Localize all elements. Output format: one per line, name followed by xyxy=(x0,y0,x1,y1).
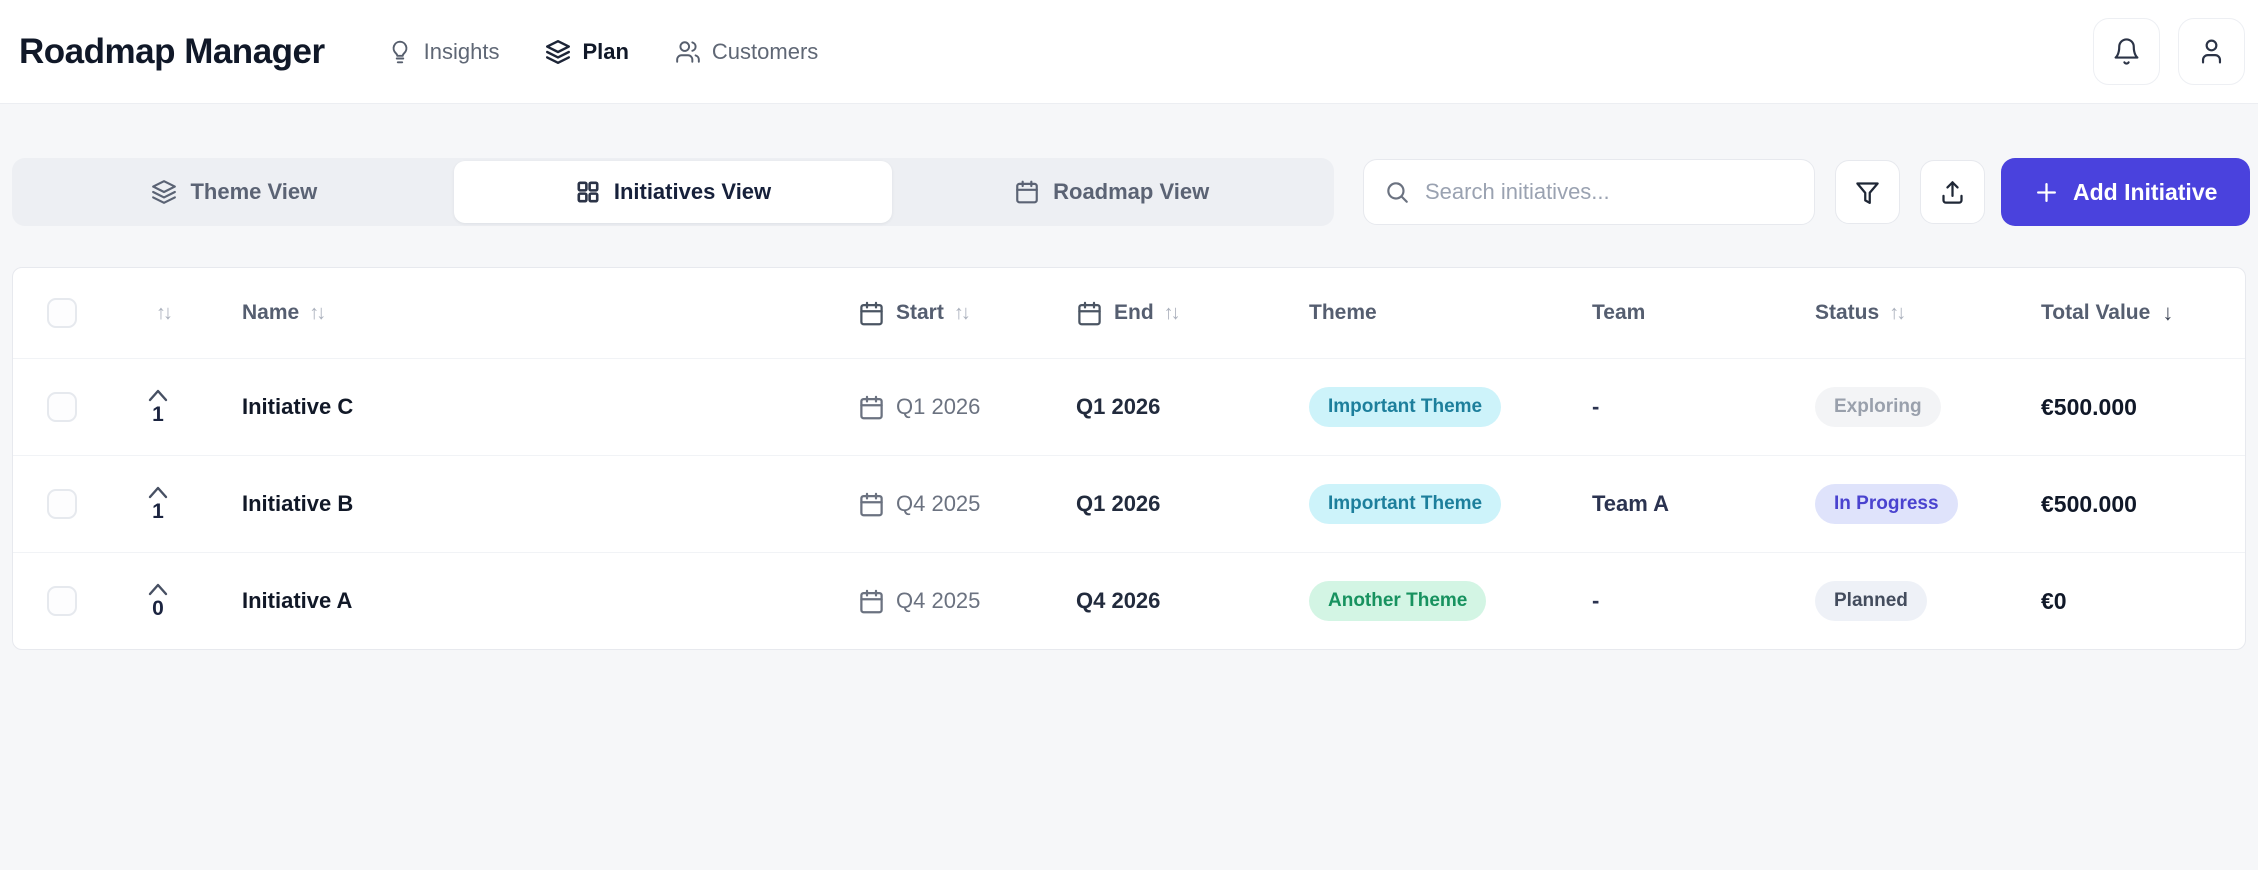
column-header-total-value[interactable]: Total Value ↓ xyxy=(2041,300,2174,325)
tab-initiatives-view[interactable]: Initiatives View xyxy=(453,161,893,223)
end-value: Q4 2026 xyxy=(1076,588,1161,613)
view-switcher: Theme View Initiatives View Roadmap View xyxy=(12,158,1334,226)
team-value: - xyxy=(1592,588,1600,613)
theme-badge: Important Theme xyxy=(1309,484,1502,524)
select-all-checkbox[interactable] xyxy=(47,298,77,328)
column-header-name[interactable]: Name ↑↓ xyxy=(242,301,326,324)
filter-icon xyxy=(1854,179,1881,206)
app-title: Roadmap Manager xyxy=(19,31,325,71)
tab-theme-view[interactable]: Theme View xyxy=(15,161,454,223)
team-value: - xyxy=(1592,394,1600,419)
main-nav: Insights Plan Customers xyxy=(387,38,818,65)
calendar-icon xyxy=(1014,179,1040,205)
start-cell: Q4 2025 xyxy=(858,588,1076,615)
column-header-status[interactable]: Status ↑↓ xyxy=(1815,301,1906,324)
calendar-icon xyxy=(1076,300,1103,327)
nav-label: Plan xyxy=(582,38,629,64)
upvote-button[interactable] xyxy=(146,388,170,402)
nav-item-plan[interactable]: Plan xyxy=(545,38,629,65)
add-initiative-button[interactable]: Add Initiative xyxy=(2001,158,2251,226)
row-checkbox[interactable] xyxy=(47,586,77,616)
notifications-button[interactable] xyxy=(2093,18,2160,85)
table-row[interactable]: 1 Initiative B Q4 2025 Q1 2026 Important… xyxy=(13,455,2245,552)
profile-button[interactable] xyxy=(2178,18,2245,85)
header-actions xyxy=(2093,18,2245,85)
vote-count: 1 xyxy=(152,402,164,426)
table-header-row: ↑↓ Name ↑↓ Start ↑↓ End ↑↓ Theme Team St… xyxy=(13,268,2245,358)
tab-roadmap-view[interactable]: Roadmap View xyxy=(892,161,1331,223)
status-badge: In Progress xyxy=(1815,484,1958,524)
column-header-start[interactable]: Start ↑↓ xyxy=(858,300,1076,327)
tab-label: Initiatives View xyxy=(613,179,772,204)
column-header-team: Team xyxy=(1592,301,1646,324)
upload-icon xyxy=(1939,179,1966,206)
end-value: Q1 2026 xyxy=(1076,394,1161,419)
user-icon xyxy=(2197,37,2226,66)
filter-button[interactable] xyxy=(1835,160,1900,224)
table-row[interactable]: 1 Initiative C Q1 2026 Q1 2026 Important… xyxy=(13,358,2245,455)
sort-desc-icon: ↓ xyxy=(2162,300,2174,325)
search-icon xyxy=(1384,179,1410,205)
end-value: Q1 2026 xyxy=(1076,491,1161,516)
theme-badge: Important Theme xyxy=(1309,387,1502,427)
team-value: Team A xyxy=(1592,491,1670,516)
sort-icon: ↑↓ xyxy=(1889,301,1906,324)
sort-icon: ↑↓ xyxy=(1163,301,1181,324)
search-input[interactable] xyxy=(1425,179,1794,205)
sort-icon[interactable]: ↑↓ xyxy=(156,301,173,324)
start-cell: Q1 2026 xyxy=(858,394,1076,421)
initiatives-table: ↑↓ Name ↑↓ Start ↑↓ End ↑↓ Theme Team St… xyxy=(12,267,2246,650)
total-value: €500.000 xyxy=(2041,393,2137,420)
plus-icon xyxy=(2034,180,2059,205)
column-header-theme: Theme xyxy=(1309,301,1377,324)
grid-icon xyxy=(575,179,601,205)
layers-icon xyxy=(151,179,177,205)
start-value: Q4 2025 xyxy=(896,491,981,516)
sort-icon: ↑↓ xyxy=(309,301,326,324)
initiative-name[interactable]: Initiative C xyxy=(242,394,354,419)
layers-icon xyxy=(545,39,571,65)
bell-icon xyxy=(2112,37,2141,66)
initiative-name[interactable]: Initiative A xyxy=(242,588,353,613)
start-value: Q1 2026 xyxy=(896,394,981,419)
calendar-icon xyxy=(858,394,885,421)
nav-item-insights[interactable]: Insights xyxy=(387,38,500,65)
status-badge: Exploring xyxy=(1815,387,1941,427)
total-value: €500.000 xyxy=(2041,490,2137,517)
row-checkbox[interactable] xyxy=(47,392,77,422)
export-button[interactable] xyxy=(1920,160,1985,224)
vote-count: 1 xyxy=(152,499,164,523)
start-cell: Q4 2025 xyxy=(858,491,1076,518)
upvote-button[interactable] xyxy=(146,582,170,596)
nav-label: Insights xyxy=(423,38,500,64)
row-checkbox[interactable] xyxy=(47,489,77,519)
calendar-icon xyxy=(858,491,885,518)
app-header: Roadmap Manager Insights Plan Customers xyxy=(0,0,2258,104)
calendar-icon xyxy=(858,300,885,327)
table-row[interactable]: 0 Initiative A Q4 2025 Q4 2026 Another T… xyxy=(13,552,2245,649)
theme-badge: Another Theme xyxy=(1309,581,1487,621)
lightbulb-icon xyxy=(387,39,413,65)
nav-item-customers[interactable]: Customers xyxy=(675,39,818,65)
nav-label: Customers xyxy=(711,38,819,64)
initiative-name[interactable]: Initiative B xyxy=(242,491,354,516)
column-header-end[interactable]: End ↑↓ xyxy=(1076,300,1309,327)
sort-icon: ↑↓ xyxy=(953,301,971,324)
users-icon xyxy=(675,39,701,65)
add-initiative-label: Add Initiative xyxy=(2073,178,2218,205)
search-box xyxy=(1363,159,1815,225)
upvote-button[interactable] xyxy=(146,485,170,499)
total-value: €0 xyxy=(2041,587,2067,614)
start-value: Q4 2025 xyxy=(896,588,981,613)
vote-count: 0 xyxy=(152,596,164,620)
calendar-icon xyxy=(858,588,885,615)
status-badge: Planned xyxy=(1815,581,1927,621)
toolbar: Theme View Initiatives View Roadmap View xyxy=(12,158,2251,226)
tab-label: Roadmap View xyxy=(1053,179,1210,204)
tab-label: Theme View xyxy=(190,179,318,204)
